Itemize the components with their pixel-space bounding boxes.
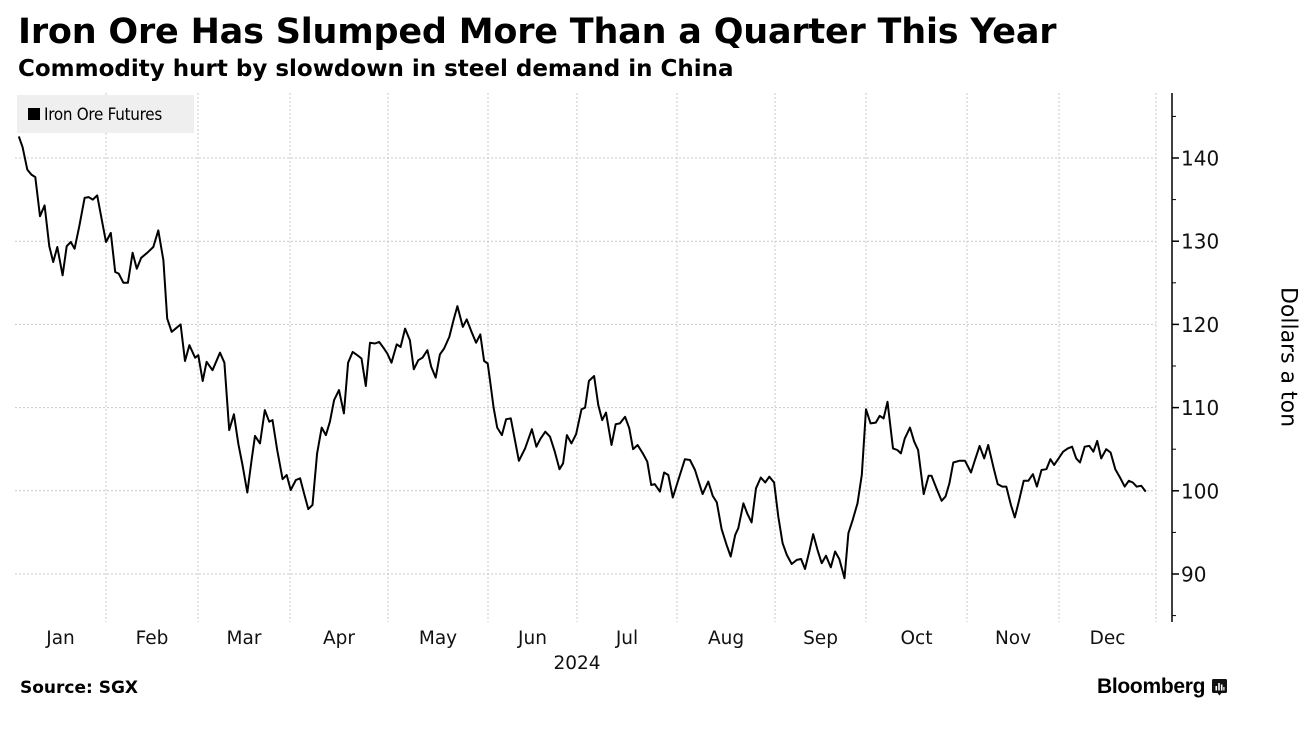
series-layer bbox=[17, 136, 1147, 580]
y-tick-label: 100 bbox=[1181, 479, 1219, 503]
source-note: Source: SGX bbox=[20, 678, 139, 698]
y-axis-title: Dollars a ton bbox=[1275, 286, 1301, 428]
x-tick-label: Aug bbox=[708, 628, 744, 649]
x-tick-label: Sep bbox=[803, 628, 838, 649]
legend: Iron Ore Futures bbox=[17, 95, 194, 133]
legend-swatch-iron-ore bbox=[28, 108, 40, 120]
x-axis: Jan Feb Mar Apr May Jun Jul Aug Sep Oct Nov Dec 2024 bbox=[45, 628, 1125, 674]
grid bbox=[15, 93, 1157, 622]
y-tick-label: 140 bbox=[1181, 147, 1219, 171]
y-tick-label: 110 bbox=[1181, 396, 1219, 420]
x-tick-label: May bbox=[419, 628, 457, 649]
y-tick-label: 90 bbox=[1181, 563, 1206, 587]
bloomberg-logo: Bloomberg bbox=[1097, 675, 1228, 699]
x-tick-label: Apr bbox=[323, 628, 355, 649]
chart-subtitle: Commodity hurt by slowdown in steel dema… bbox=[18, 56, 734, 82]
y-tick-label: 120 bbox=[1181, 313, 1219, 337]
x-tick-label: Jan bbox=[45, 628, 75, 649]
chart-title: Iron Ore Has Slumped More Than a Quarter… bbox=[18, 12, 1057, 52]
y-tick-label: 130 bbox=[1181, 230, 1219, 254]
y-axis: 90 100 110 120 130 140 bbox=[1171, 93, 1219, 622]
x-tick-label: Dec bbox=[1090, 628, 1126, 649]
brand-name: Bloomberg bbox=[1097, 675, 1206, 698]
legend-label-iron-ore: Iron Ore Futures bbox=[44, 104, 162, 124]
series-line-iron-ore-futures bbox=[17, 136, 1147, 580]
bloomberg-chart-icon bbox=[1212, 678, 1228, 695]
x-tick-label: Nov bbox=[995, 628, 1031, 649]
x-tick-label: Jul bbox=[615, 628, 638, 649]
x-tick-label: Jun bbox=[517, 628, 547, 649]
x-tick-label: Oct bbox=[901, 628, 933, 649]
x-year-label: 2024 bbox=[553, 653, 600, 674]
x-tick-label: Feb bbox=[136, 628, 169, 649]
x-tick-label: Mar bbox=[227, 628, 262, 649]
